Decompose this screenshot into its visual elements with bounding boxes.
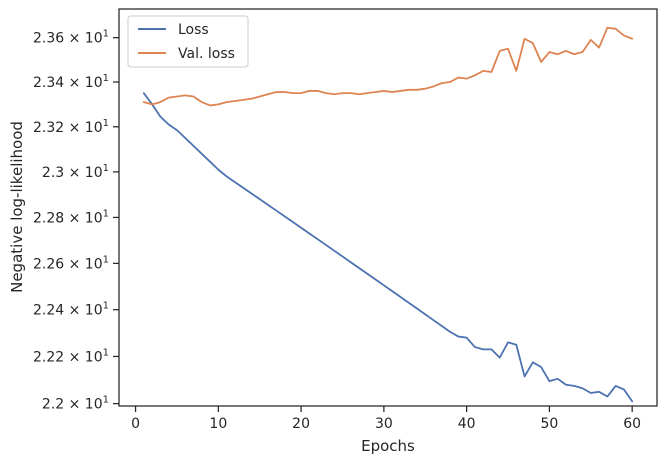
- x-axis-label: Epochs: [361, 437, 415, 455]
- series-line-1: [142, 26, 634, 107]
- legend-label-loss: Loss: [178, 22, 209, 38]
- x-tick-label: 60: [623, 416, 641, 432]
- x-tick-label: 30: [375, 416, 393, 432]
- x-tick-label: 50: [540, 416, 558, 432]
- y-tick-label: 2.24 × 101: [33, 301, 109, 319]
- x-tick-label: 20: [292, 416, 310, 432]
- series-line-0: [142, 92, 634, 403]
- y-tick-label: 2.22 × 101: [33, 347, 109, 365]
- y-tick-label: 2.28 × 101: [33, 208, 109, 226]
- x-axis: 0 10 20 30 40 50 60: [131, 406, 641, 432]
- legend: Loss Val. loss: [127, 15, 249, 68]
- y-tick-label: 2.32 × 101: [33, 118, 109, 136]
- x-tick-label: 10: [209, 416, 227, 432]
- plot-frame: [118, 8, 658, 407]
- y-axis-label: Negative log-likelihood: [8, 121, 26, 293]
- legend-label-val-loss: Val. loss: [178, 46, 235, 62]
- x-tick-label: 40: [458, 416, 476, 432]
- y-tick-label: 2.36 × 101: [33, 29, 109, 47]
- y-axis: 2.2 × 101 2.22 × 101 2.24 × 101 2.26 × 101 2…: [33, 29, 119, 413]
- y-tick-label: 2.34 × 101: [33, 73, 109, 91]
- y-tick-label: 2.2 × 101: [42, 395, 109, 413]
- series-layer: [142, 26, 634, 403]
- y-tick-label: 2.3 × 101: [42, 163, 109, 181]
- x-tick-label: 0: [131, 416, 140, 432]
- y-tick-label: 2.26 × 101: [33, 254, 109, 272]
